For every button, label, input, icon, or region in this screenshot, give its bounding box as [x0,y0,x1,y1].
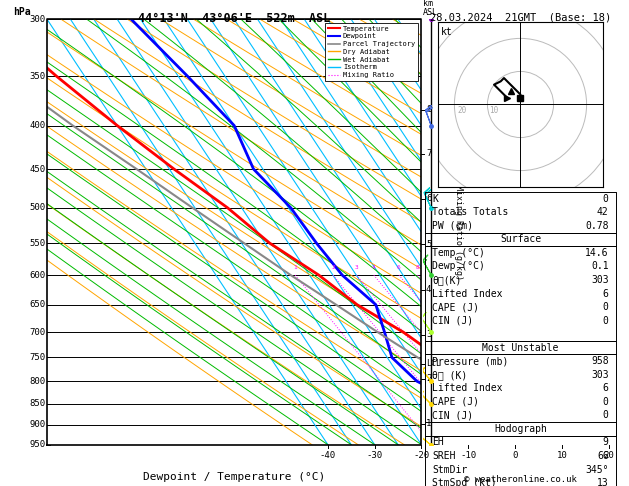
Text: Most Unstable: Most Unstable [482,343,559,353]
Text: 350: 350 [29,72,45,81]
Text: 0: 0 [603,410,609,420]
Text: Pressure (mb): Pressure (mb) [432,356,509,366]
Text: Lifted Index: Lifted Index [432,383,503,393]
Text: Lifted Index: Lifted Index [432,289,503,298]
Text: θᴄ (K): θᴄ (K) [432,370,467,380]
Text: 5: 5 [426,240,431,249]
Text: 900: 900 [29,420,45,429]
Text: 42: 42 [597,207,609,217]
Text: Surface: Surface [500,234,541,244]
Text: 6: 6 [603,289,609,298]
Text: Temp (°C): Temp (°C) [432,248,485,258]
Text: 303: 303 [591,275,609,285]
Text: 44°13'N  43°06'E  522m  ASL: 44°13'N 43°06'E 522m ASL [138,12,330,25]
Text: 800: 800 [29,377,45,386]
Text: PW (cm): PW (cm) [432,221,474,231]
Text: 7: 7 [426,150,431,158]
Text: CAPE (J): CAPE (J) [432,397,479,407]
Text: -20: -20 [413,451,430,460]
Text: 14.6: 14.6 [585,248,609,258]
Text: 3: 3 [355,265,359,270]
Text: 0: 0 [603,302,609,312]
Text: Totals Totals: Totals Totals [432,207,509,217]
Text: 2: 2 [331,265,335,270]
Text: CIN (J): CIN (J) [432,410,474,420]
Text: 13: 13 [597,478,609,486]
Text: StmSpd (kt): StmSpd (kt) [432,478,497,486]
Text: θᴄ(K): θᴄ(K) [432,275,462,285]
Text: Hodograph: Hodograph [494,424,547,434]
Text: 500: 500 [29,204,45,212]
Text: 958: 958 [591,356,609,366]
Text: 6: 6 [603,383,609,393]
Text: 0: 0 [512,451,518,460]
Text: Dewpoint / Temperature (°C): Dewpoint / Temperature (°C) [143,472,325,482]
Text: 650: 650 [29,300,45,309]
Text: 66: 66 [597,451,609,461]
Text: EH: EH [432,437,444,448]
Text: 0: 0 [603,194,609,204]
Text: 1: 1 [293,265,297,270]
Text: km
ASL: km ASL [423,0,438,17]
Text: 10: 10 [557,451,567,460]
Text: Mixing Ratio (g/kg): Mixing Ratio (g/kg) [454,185,464,279]
Text: kt: kt [441,27,453,37]
Text: 8: 8 [426,105,431,114]
Text: Dewp (°C): Dewp (°C) [432,261,485,272]
Text: 10: 10 [489,106,498,115]
Text: 450: 450 [29,165,45,174]
Text: StmDir: StmDir [432,465,467,474]
Text: K: K [432,194,438,204]
Text: hPa: hPa [13,7,30,17]
Text: 28.03.2024  21GMT  (Base: 18): 28.03.2024 21GMT (Base: 18) [430,12,611,22]
Text: 0.78: 0.78 [585,221,609,231]
Text: 550: 550 [29,239,45,247]
Text: 750: 750 [29,353,45,362]
Text: 0: 0 [603,397,609,407]
Text: 6: 6 [426,194,431,204]
Text: CAPE (J): CAPE (J) [432,302,479,312]
Text: 400: 400 [29,121,45,130]
Text: 3: 3 [426,330,431,339]
Text: 6: 6 [397,265,401,270]
Text: 950: 950 [29,440,45,449]
Text: 4: 4 [426,285,431,294]
Text: CIN (J): CIN (J) [432,315,474,326]
Text: LCL: LCL [426,359,441,368]
Text: 20: 20 [458,106,467,115]
Text: 8: 8 [416,265,420,270]
Text: 4: 4 [372,265,376,270]
Text: 600: 600 [29,271,45,279]
Text: -30: -30 [367,451,382,460]
Text: 0.1: 0.1 [591,261,609,272]
Text: 20: 20 [603,451,614,460]
Text: 850: 850 [29,399,45,408]
Text: 9: 9 [603,437,609,448]
Text: 700: 700 [29,328,45,336]
Text: 300: 300 [29,15,45,24]
Text: © weatheronline.co.uk: © weatheronline.co.uk [464,474,577,484]
Text: 2: 2 [426,375,431,383]
Text: 0: 0 [603,315,609,326]
Text: -40: -40 [320,451,336,460]
Legend: Temperature, Dewpoint, Parcel Trajectory, Dry Adiabat, Wet Adiabat, Isotherm, Mi: Temperature, Dewpoint, Parcel Trajectory… [325,23,418,81]
Text: 1: 1 [426,419,431,428]
Text: -10: -10 [460,451,476,460]
Text: SREH: SREH [432,451,456,461]
Text: 303: 303 [591,370,609,380]
Text: 345°: 345° [585,465,609,474]
